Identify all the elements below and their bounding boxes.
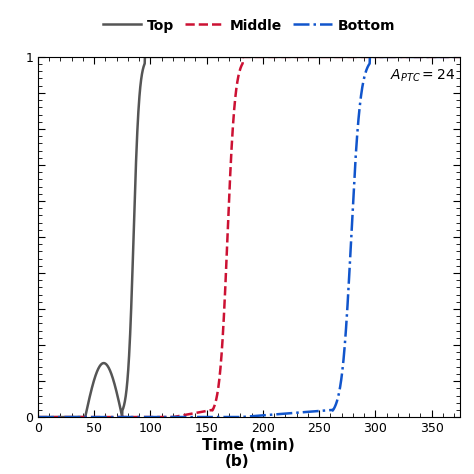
X-axis label: Time (min): Time (min) — [202, 438, 295, 453]
Top — [35, 414, 41, 420]
Text: $A_{PTC}= 24$: $A_{PTC}= 24$ — [391, 68, 456, 84]
Bottom — [367, 54, 373, 60]
Middle — [367, 54, 373, 60]
Text: (b): (b) — [225, 454, 249, 469]
Top — [142, 54, 148, 60]
Legend: Top, Middle, Bottom: Top, Middle, Bottom — [97, 13, 401, 38]
Middle — [445, 54, 450, 60]
Middle — [240, 54, 246, 60]
Bottom — [445, 54, 450, 60]
Top — [229, 54, 235, 60]
Line: Top: Top — [38, 57, 460, 417]
Top — [445, 54, 450, 60]
Bottom — [457, 54, 463, 60]
Top — [56, 414, 62, 420]
Middle — [229, 140, 235, 146]
Top — [457, 54, 463, 60]
Top — [240, 54, 246, 60]
Middle — [457, 54, 463, 60]
Line: Middle: Middle — [38, 57, 460, 417]
Bottom — [35, 414, 41, 420]
Middle — [35, 414, 41, 420]
Bottom — [229, 414, 235, 420]
Bottom — [367, 54, 373, 60]
Middle — [240, 54, 246, 60]
Top — [367, 54, 373, 60]
Middle — [56, 414, 62, 420]
Top — [445, 54, 451, 60]
Bottom — [240, 414, 246, 420]
Bottom — [56, 414, 62, 420]
Middle — [445, 54, 451, 60]
Line: Bottom: Bottom — [38, 57, 460, 417]
Bottom — [445, 54, 451, 60]
